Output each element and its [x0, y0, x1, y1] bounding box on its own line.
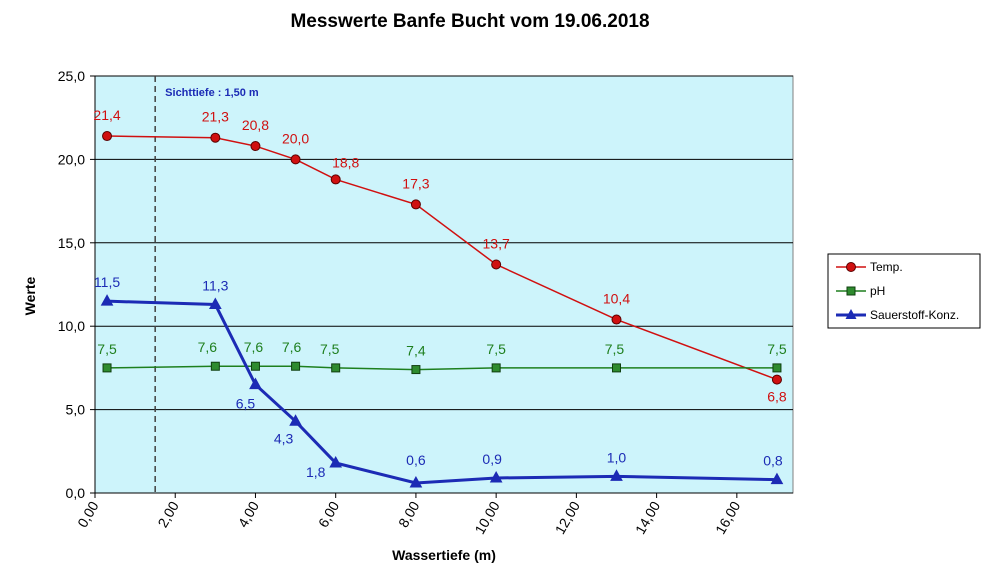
data-label-temperature: 18,8	[332, 154, 359, 170]
data-label-ph: 7,5	[486, 341, 506, 357]
x-tick-label: 0,00	[74, 498, 102, 530]
data-label-oxygen: 11,3	[202, 278, 228, 294]
secchi-depth-marker: Sichttiefe : 1,50 m	[154, 76, 259, 493]
x-tick-label: 12,00	[552, 498, 583, 537]
series-layer: 21,4 21,320,820,018,817,313,710,46,87,5 7,…	[93, 107, 787, 488]
legend-label: Temp.	[870, 260, 903, 274]
plot-area	[94, 75, 794, 494]
y-tick-label: 25,0	[58, 68, 85, 84]
data-label-temperature: 20,8	[242, 117, 269, 133]
legend-item-temperature: Temp.	[836, 260, 903, 274]
data-label-oxygen: 1,8	[306, 464, 326, 480]
data-point-temperature	[210, 132, 221, 143]
y-tick-label: 15,0	[58, 235, 85, 251]
data-point-temperature	[250, 141, 261, 152]
legend-label: Sauerstoff-Konz.	[870, 308, 959, 322]
data-point-ph	[102, 363, 112, 373]
data-point-ph	[491, 363, 501, 373]
data-label-temperature: 13,7	[483, 235, 510, 251]
data-point-temperature	[410, 199, 421, 210]
data-label-ph: 7,6	[282, 339, 302, 355]
legend-label: pH	[870, 284, 885, 298]
data-point-oxygen	[329, 455, 343, 468]
data-label-ph: 7,6	[244, 339, 264, 355]
data-label-oxygen: 0,8	[763, 453, 783, 469]
data-point-oxygen	[100, 294, 114, 306]
data-point-oxygen	[770, 472, 784, 485]
y-tick-label: 10,0	[58, 318, 85, 334]
data-point-temperature	[290, 154, 301, 165]
x-tick-label: 2,00	[154, 498, 182, 530]
data-point-oxygen	[610, 469, 623, 481]
y-axis-ticks: 0,0 5,0 10,0 15,0 20,0 25,0	[58, 68, 95, 501]
axes	[94, 76, 793, 494]
data-point-temperature	[611, 314, 622, 325]
data-point-oxygen	[289, 414, 302, 426]
data-point-temperature	[330, 174, 341, 185]
data-label-oxygen: 6,5	[236, 396, 256, 412]
y-tick-label: 20,0	[58, 151, 85, 167]
grid-lines	[95, 75, 793, 411]
data-point-oxygen	[208, 297, 222, 310]
data-label-oxygen: 0,9	[482, 451, 502, 467]
data-point-ph	[210, 361, 220, 371]
data-point-temperature	[771, 374, 782, 385]
data-point-ph	[291, 361, 301, 371]
data-label-temperature: 21,4	[93, 107, 120, 123]
data-point-oxygen	[409, 475, 423, 488]
data-label-ph: 7,5	[97, 341, 117, 357]
data-label-temperature: 17,3	[402, 175, 429, 191]
data-label-oxygen: 1,0	[607, 449, 627, 465]
legend-swatch-marker	[846, 262, 856, 272]
data-label-temperature: 10,4	[603, 291, 630, 307]
legend-swatch-marker	[846, 286, 856, 296]
data-label-ph: 7,5	[605, 341, 625, 357]
legend: Temp. pH Sauerstoff-Konz.	[827, 253, 981, 329]
data-label-temperature: 21,3	[202, 109, 229, 125]
data-point-ph	[611, 363, 621, 373]
data-label-temperature: 20,0	[282, 130, 309, 146]
data-point-oxygen	[249, 377, 262, 390]
data-label-oxygen: 0,6	[406, 452, 426, 468]
series-oxygen: 11,5 11,3 6,5 4,3 1,8 0,6 0,9 1,0 0,8	[94, 274, 784, 488]
data-label-oxygen: 11,5	[94, 274, 120, 290]
y-tick-label: 5,0	[66, 402, 86, 418]
legend-item-ph: pH	[836, 284, 885, 298]
data-point-temperature	[491, 259, 502, 270]
data-point-oxygen	[489, 470, 503, 483]
x-axis-ticks: 0,00 2,00 4,00 6,00 8,00 10,00 12,00 14,00 16,00	[74, 493, 744, 537]
y-axis-title: Werte	[22, 276, 38, 315]
data-label-ph: 7,6	[198, 339, 218, 355]
x-tick-label: 6,00	[315, 498, 343, 530]
legend-item-oxygen: Sauerstoff-Konz.	[836, 308, 959, 322]
x-tick-label: 4,00	[235, 498, 263, 530]
data-point-ph	[250, 361, 260, 371]
data-point-ph	[772, 363, 782, 373]
secchi-depth-label: Sichttiefe : 1,50 m	[165, 87, 259, 99]
x-tick-label: 8,00	[395, 498, 423, 530]
legend-swatch-marker	[845, 309, 857, 319]
series-temperature: 21,4 21,3 20,8 20,0 18,8 17,3 13,7 10,4 6,8	[93, 107, 786, 405]
data-label-oxygen: 4,3	[274, 430, 294, 446]
data-point-ph	[331, 363, 341, 373]
data-label-temperature: 6,8	[767, 389, 787, 405]
y-tick-label: 0,0	[66, 485, 86, 501]
series-ph: 7,5 7,6 7,6 7,6 7,5 7,4 7,5 7,5 7,5	[97, 339, 787, 375]
x-tick-label: 10,00	[471, 498, 502, 537]
data-label-ph: 7,5	[320, 341, 340, 357]
chart-title: Messwerte Banfe Bucht vom 19.06.2018	[290, 11, 649, 32]
data-label-ph: 7,5	[767, 341, 787, 357]
data-label-ph: 7,4	[406, 343, 426, 359]
x-axis-title: Wassertiefe (m)	[392, 547, 496, 563]
x-tick-label: 16,00	[712, 498, 743, 537]
data-point-temperature	[102, 131, 113, 142]
x-tick-label: 14,00	[632, 498, 663, 537]
data-point-ph	[411, 365, 421, 375]
